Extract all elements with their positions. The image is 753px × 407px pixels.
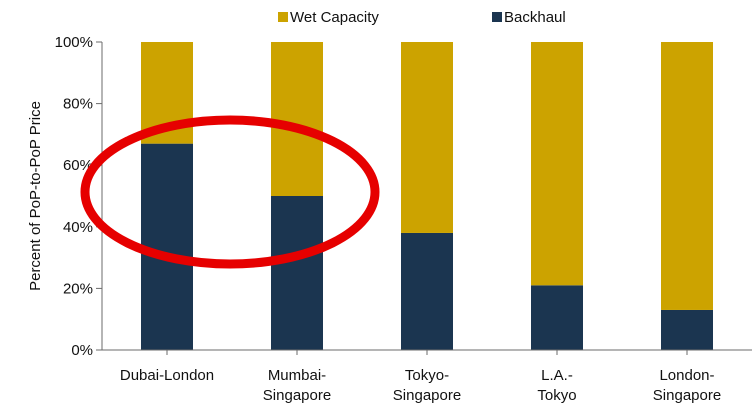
legend-swatch bbox=[492, 12, 502, 22]
bar-segment-wet-capacity bbox=[401, 42, 453, 233]
bar-segment-backhaul bbox=[271, 196, 323, 350]
x-category-label: Mumbai-Singapore bbox=[263, 367, 331, 404]
legend-label: Backhaul bbox=[504, 9, 566, 26]
y-tick-label: 0% bbox=[71, 342, 93, 359]
bar-segment-backhaul bbox=[661, 309, 713, 350]
y-tick-label: 80% bbox=[63, 96, 93, 113]
bar-segment-backhaul bbox=[401, 232, 453, 350]
x-category-label: Tokyo-Singapore bbox=[393, 367, 461, 404]
legend: Wet Capacity Backhaul bbox=[278, 9, 566, 26]
x-category-label: London-Singapore bbox=[653, 367, 721, 404]
y-axis-label: Percent of PoP-to-PoP Price bbox=[27, 101, 44, 291]
y-tick-label: 20% bbox=[63, 280, 93, 297]
legend-label: Wet Capacity bbox=[290, 9, 379, 26]
bar-segment-wet-capacity bbox=[531, 42, 583, 286]
y-tick-label: 60% bbox=[63, 157, 93, 174]
legend-swatch bbox=[278, 12, 288, 22]
x-axis-labels: Dubai-London Mumbai-Singapore Tokyo-Singap… bbox=[120, 350, 721, 404]
y-axis-label-group: Percent of PoP-to-PoP Price bbox=[27, 101, 44, 291]
y-axis-ticks: 0% 20% 40% 60% 80% 100% bbox=[55, 34, 102, 359]
x-category-label: Dubai-London bbox=[120, 367, 214, 384]
y-tick-label: 100% bbox=[55, 34, 93, 51]
x-category-label: L.A.-Tokyo bbox=[537, 367, 576, 404]
bar-segment-backhaul bbox=[141, 143, 193, 350]
bar-segment-wet-capacity bbox=[661, 42, 713, 310]
bar-segment-backhaul bbox=[531, 285, 583, 350]
red-highlight-ellipse bbox=[80, 115, 380, 269]
y-tick-label: 40% bbox=[63, 219, 93, 236]
bars bbox=[141, 42, 713, 350]
bar-segment-wet-capacity bbox=[271, 42, 323, 196]
